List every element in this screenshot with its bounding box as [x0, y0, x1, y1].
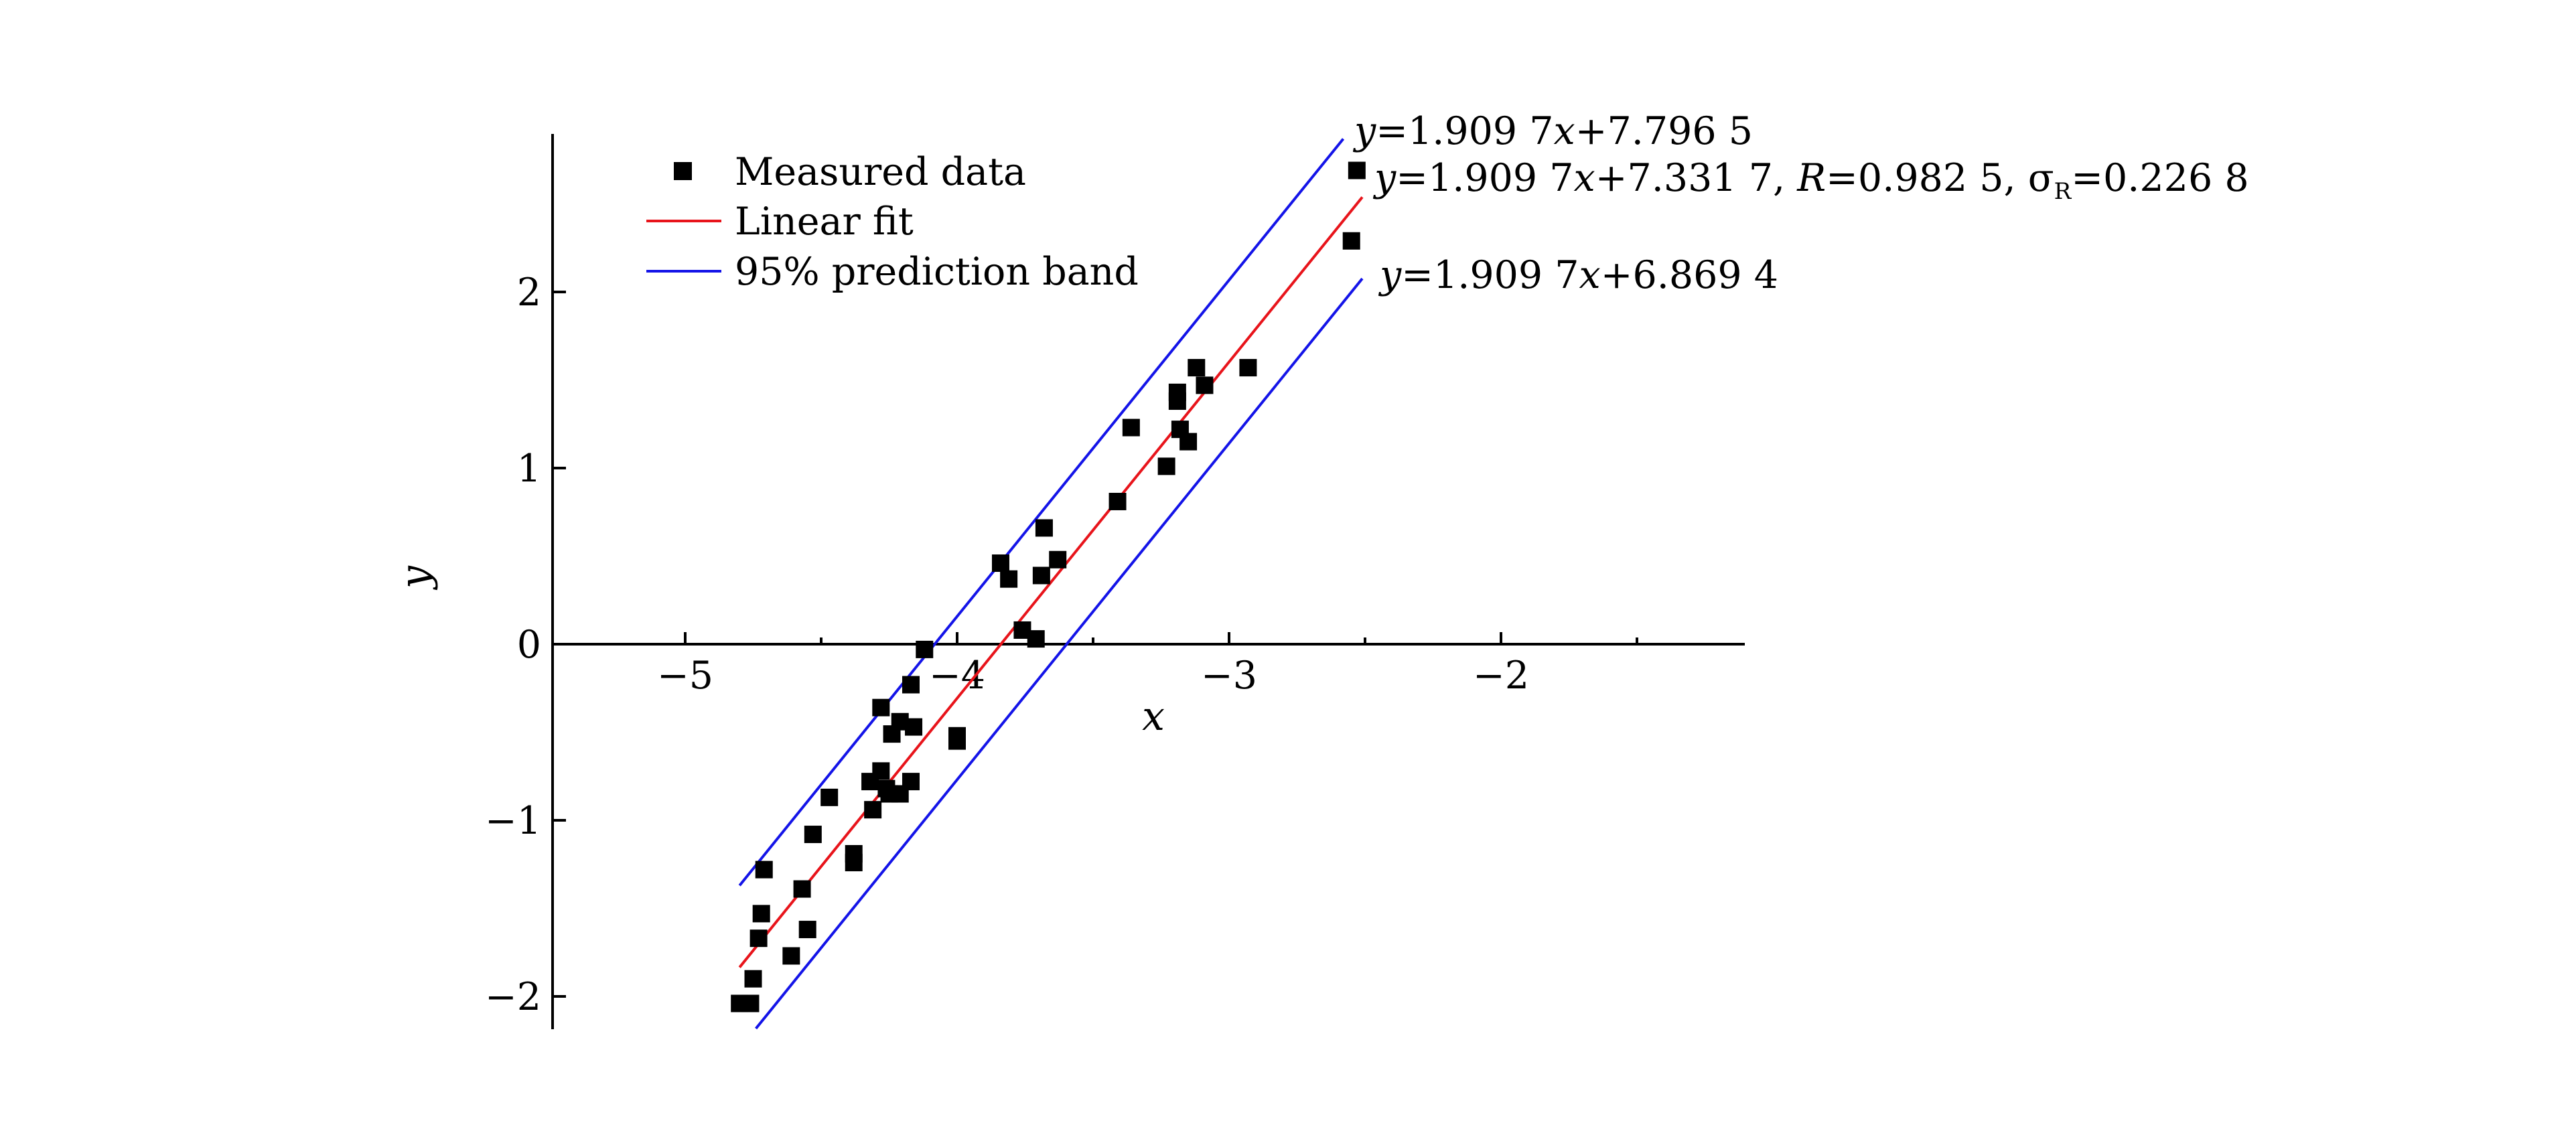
y-tick-label-1: −1 — [485, 799, 541, 843]
x-ticks: −5 −4 −3 −2 — [657, 632, 1638, 698]
y-tick-label-4: 2 — [517, 271, 541, 315]
data-point-46 — [1348, 161, 1366, 179]
data-point-9 — [804, 826, 822, 844]
data-point-45 — [1342, 232, 1360, 250]
data-point-42 — [1188, 359, 1206, 377]
data-point-2 — [744, 970, 762, 988]
data-point-10 — [820, 788, 839, 806]
data-point-24 — [905, 718, 923, 736]
measured-points — [731, 161, 1366, 1012]
series-line-0 — [738, 196, 1364, 968]
legend-label-band: 95% prediction band — [735, 250, 1139, 294]
data-point-39 — [1168, 392, 1186, 410]
data-point-4 — [752, 905, 770, 923]
data-point-33 — [1035, 519, 1053, 537]
data-point-14 — [864, 801, 882, 819]
y-tick-label-2: 0 — [517, 623, 541, 667]
x-tick-label-2: −3 — [1201, 654, 1257, 698]
data-point-41 — [1179, 433, 1198, 451]
series-line-2 — [755, 277, 1364, 1030]
legend-marker-measured — [674, 162, 692, 180]
data-point-22 — [902, 773, 920, 791]
series-line-1 — [738, 138, 1345, 887]
x-axis-label: x — [1142, 693, 1165, 740]
data-point-28 — [991, 554, 1009, 573]
data-point-7 — [793, 880, 811, 898]
data-point-1 — [741, 994, 760, 1012]
annotation-lower-band: y=1.909 7x+6.869 4 — [1378, 253, 1778, 297]
legend-label-fit: Linear fit — [735, 200, 914, 244]
annotation-upper-band: y=1.909 7x+7.796 5 — [1352, 109, 1753, 153]
data-point-32 — [1032, 567, 1050, 585]
y-axis-label: y — [392, 565, 439, 591]
data-point-29 — [1000, 570, 1018, 588]
data-point-12 — [845, 854, 863, 872]
data-point-23 — [902, 676, 920, 694]
y-ticks: −2 −1 0 1 2 — [485, 271, 566, 1019]
data-point-27 — [948, 732, 966, 750]
data-point-15 — [872, 698, 890, 717]
y-tick-label-3: 1 — [517, 447, 541, 491]
data-point-8 — [798, 921, 816, 939]
fit-and-band-lines — [738, 138, 1364, 1030]
legend: Measured data Linear fit 95% prediction … — [646, 150, 1139, 294]
data-point-31 — [1027, 630, 1045, 648]
data-point-43 — [1196, 376, 1214, 394]
data-point-6 — [782, 947, 800, 965]
data-point-3 — [749, 929, 768, 948]
legend-label-measured: Measured data — [735, 150, 1026, 194]
data-point-35 — [1108, 492, 1127, 510]
x-tick-label-3: −2 — [1473, 654, 1529, 698]
data-point-44 — [1239, 359, 1257, 377]
annotation-linear-fit: y=1.909 7x+7.331 7, R=0.982 5, σR=0.226 … — [1372, 156, 2249, 205]
x-tick-label-0: −5 — [657, 654, 713, 698]
data-point-5 — [755, 860, 773, 879]
data-point-16 — [872, 762, 890, 780]
data-point-25 — [916, 640, 934, 658]
y-tick-label-0: −2 — [485, 975, 541, 1019]
data-point-36 — [1122, 419, 1140, 437]
data-point-37 — [1157, 457, 1175, 475]
data-point-34 — [1049, 550, 1067, 569]
